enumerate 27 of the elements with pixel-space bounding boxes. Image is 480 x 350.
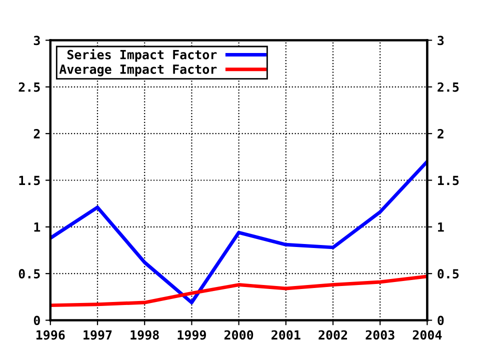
y-tick-label: 2.5 <box>18 82 40 92</box>
y2-tick-label: 3 <box>438 36 444 46</box>
x-tick-label: 1996 <box>36 330 65 340</box>
y2-tick-label: 1 <box>438 222 444 232</box>
x-tick-label: 1997 <box>84 330 112 340</box>
y2-tick-label: 1.5 <box>438 176 459 186</box>
x-tick-label: 2004 <box>412 330 442 340</box>
y2-tick-label: 2 <box>438 129 444 138</box>
y-tick-label: 0 <box>34 316 40 326</box>
y-tick-label: 2 <box>34 129 40 138</box>
line-series <box>50 160 428 304</box>
legend-label: Average Impact Factor <box>59 64 217 76</box>
x-tick-label: 2000 <box>224 330 254 340</box>
y-tick-label: 0.5 <box>18 269 40 279</box>
line-series <box>50 274 428 308</box>
x-tick-label: 2002 <box>318 330 348 340</box>
x-tick-label: 1999 <box>178 330 206 340</box>
y-tick-label: 1 <box>34 222 40 232</box>
y2-tick-label: 0 <box>438 316 444 326</box>
y-tick-label: 3 <box>34 36 40 46</box>
y2-tick-label: 2.5 <box>438 82 459 92</box>
x-tick-label: 2001 <box>272 330 300 340</box>
x-tick-label: 1998 <box>130 330 159 340</box>
x-tick-label: 2003 <box>366 330 394 340</box>
legend-label: Series Impact Factor <box>67 49 217 62</box>
y-tick-label: 1.5 <box>19 176 40 186</box>
y2-tick-label: 0.5 <box>438 269 459 279</box>
